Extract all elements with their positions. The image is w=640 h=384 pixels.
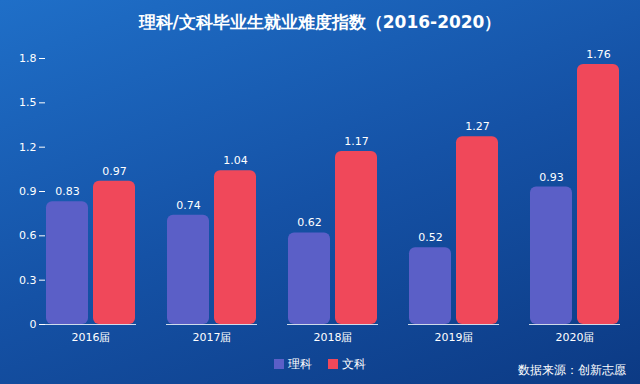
html-text:文科: 文科 — [342, 357, 366, 371]
svg-text:1.2: 1.2 — [19, 141, 37, 154]
html-text:理科: 理科 — [288, 357, 312, 371]
svg-text:1.5: 1.5 — [19, 96, 37, 109]
svg-text:2018届: 2018届 — [314, 331, 353, 344]
svg-text:2017届: 2017届 — [193, 331, 232, 344]
svg-text:1.8: 1.8 — [19, 52, 37, 65]
svg-text:0.83: 0.83 — [55, 185, 80, 198]
svg-text:2020届: 2020届 — [556, 331, 595, 344]
svg-text:0: 0 — [30, 318, 37, 331]
svg-text:2019届: 2019届 — [435, 331, 474, 344]
html-text:数据来源：创新志愿: 数据来源：创新志愿 — [518, 363, 626, 377]
svg-text:1.76: 1.76 — [586, 48, 611, 61]
svg-text:1.04: 1.04 — [223, 154, 248, 167]
svg-text:0.9: 0.9 — [19, 185, 37, 198]
svg-text:0.62: 0.62 — [297, 216, 322, 229]
svg-text:0.3: 0.3 — [19, 274, 37, 287]
svg-text:1.17: 1.17 — [344, 135, 369, 148]
html-text:理科/文科毕业生就业难度指数（2016-2020）: 理科/文科毕业生就业难度指数（2016-2020） — [138, 12, 502, 32]
svg-text:1.27: 1.27 — [465, 120, 490, 133]
svg-text:0.6: 0.6 — [19, 229, 37, 242]
svg-text:2016届: 2016届 — [72, 331, 111, 344]
svg-text:0.97: 0.97 — [102, 165, 127, 178]
svg-text:0.93: 0.93 — [539, 171, 564, 184]
svg-text:0.74: 0.74 — [176, 199, 201, 212]
svg-text:0.52: 0.52 — [418, 231, 443, 244]
